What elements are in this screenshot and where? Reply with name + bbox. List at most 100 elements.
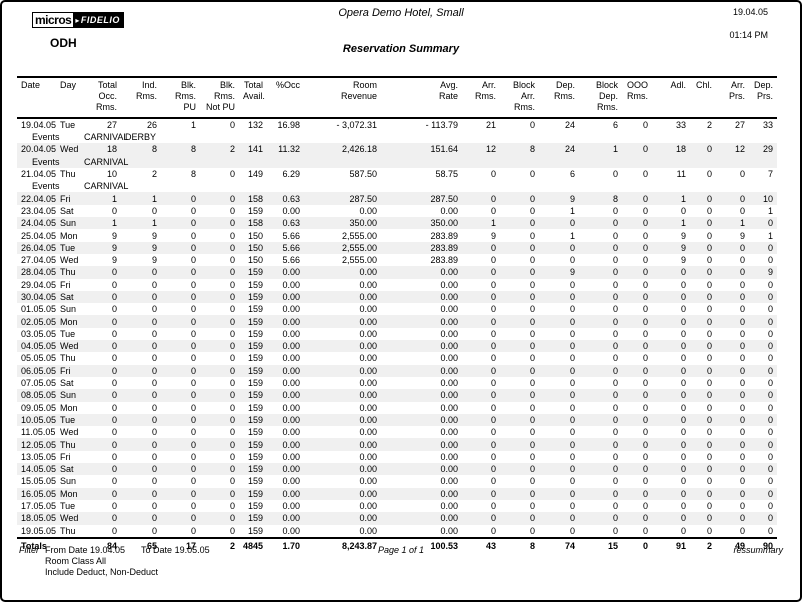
value-cell: 0 (680, 292, 686, 302)
value-cell: 0 (529, 525, 535, 536)
value-cell: 0 (229, 525, 235, 536)
value-cell: 0 (490, 390, 496, 401)
event-name: CARNIVAL (84, 181, 129, 192)
day-cell: Sun (60, 476, 77, 487)
value-cell: 0 (739, 439, 745, 450)
value-cell: 9 (151, 242, 157, 253)
value-cell: 0 (739, 525, 745, 536)
value-cell: 9 (680, 230, 686, 241)
column-header: Block Arr. Rms. (500, 76, 539, 119)
totals-value: 74 (539, 536, 579, 553)
value-cell: 0 (642, 525, 648, 536)
value-cell: 0.00 (440, 402, 458, 413)
value-cell: 0 (612, 501, 618, 512)
table-row: 19.04.05 Tue 27 26 1 0 132 16.98- 3,072.31- 113… (17, 118, 777, 131)
value-cell: 0 (529, 513, 535, 524)
value-cell: 0 (490, 316, 496, 327)
value-cell: 0 (767, 439, 773, 450)
value-cell: 0 (612, 316, 618, 327)
value-cell: 6.29 (282, 169, 300, 180)
value-cell: 0 (569, 402, 575, 413)
value-cell: 0 (151, 501, 157, 512)
value-cell: 0.00 (440, 279, 458, 290)
date-cell: 19.05.05 (21, 525, 57, 536)
value-cell: 0.00 (359, 402, 377, 413)
value-cell: 0 (229, 353, 235, 364)
value-cell: 0 (490, 205, 496, 216)
value-cell: 10 (762, 193, 773, 204)
value-cell: 0 (111, 451, 117, 462)
value-cell: 33 (762, 120, 773, 130)
table-row: 01.05.05 Sun 0 0 0 0 159 0.00 0.00 0.00 0 0 0 0 0 0 0 0 0 (17, 303, 777, 315)
value-cell: 0 (767, 427, 773, 438)
value-cell: 0.00 (282, 328, 300, 339)
table-row: 12.05.05 Thu 0 0 0 0 159 0.00 0.00 0.00 0 0 0 0 0 0 0 0 0 (17, 438, 777, 451)
date-cell: 04.05.05 (21, 341, 57, 352)
value-cell: 0 (612, 205, 618, 216)
value-cell: 0 (739, 488, 745, 499)
value-cell: 159 (247, 501, 263, 512)
value-cell: 2,426.18 (341, 144, 377, 155)
date-cell: 24.04.05 (21, 218, 57, 229)
value-cell: 10 (106, 169, 117, 180)
table-totals: Totals 84 65 17 2 4845 1.70 8,243.87 100.53 43 8 74… (17, 536, 777, 553)
value-cell: 0 (680, 427, 686, 438)
value-cell: 0 (229, 267, 235, 278)
day-cell: Sat (60, 464, 74, 475)
value-cell: 0 (229, 193, 235, 204)
value-cell: 0.00 (282, 513, 300, 524)
day-cell: Thu (60, 267, 76, 278)
value-cell: 0 (190, 279, 196, 290)
value-cell: 0 (642, 292, 648, 302)
column-header: Avg. Rate (381, 76, 462, 119)
value-cell: 0.00 (282, 501, 300, 512)
value-cell: 0.00 (359, 316, 377, 327)
value-cell: 0 (190, 341, 196, 352)
value-cell: 0 (706, 439, 712, 450)
value-cell: 0.00 (282, 439, 300, 450)
value-cell: 0.00 (359, 501, 377, 512)
totals-value: 17 (161, 536, 200, 553)
column-header: Dep. Rms. (539, 76, 579, 119)
day-cell: Mon (60, 488, 78, 499)
date-cell: 23.04.05 (21, 205, 57, 216)
value-cell: 0 (529, 365, 535, 376)
value-cell: 0.00 (440, 414, 458, 425)
value-cell: 0 (190, 304, 196, 315)
value-cell: 0 (190, 316, 196, 327)
value-cell: 0 (569, 488, 575, 499)
value-cell: 0 (190, 414, 196, 425)
value-cell: 0 (569, 476, 575, 487)
value-cell: 0.00 (440, 451, 458, 462)
value-cell: 9 (569, 193, 575, 204)
value-cell: 27 (734, 120, 745, 130)
value-cell: 0 (229, 242, 235, 253)
value-cell: 0 (529, 414, 535, 425)
value-cell: 0 (739, 464, 745, 475)
value-cell: 159 (247, 279, 263, 290)
value-cell: 0 (490, 267, 496, 278)
value-cell: 29 (762, 144, 773, 155)
day-cell: Tue (60, 242, 76, 253)
column-header: Date (17, 76, 56, 119)
value-cell: 0 (529, 476, 535, 487)
value-cell: 0 (680, 476, 686, 487)
value-cell: 18 (675, 144, 686, 155)
value-cell: 0 (706, 169, 712, 180)
value-cell: 1 (569, 205, 575, 216)
value-cell: 0 (229, 120, 235, 130)
value-cell: 11.32 (278, 144, 300, 155)
value-cell: 287.50 (349, 193, 377, 204)
value-cell: 0.00 (440, 439, 458, 450)
value-cell: 0 (680, 279, 686, 290)
value-cell: 8 (151, 144, 157, 155)
value-cell: 8 (190, 144, 196, 155)
value-cell: 0.00 (359, 353, 377, 364)
report-title: Reservation Summary (342, 43, 460, 55)
value-cell: 0.00 (359, 378, 377, 389)
table-row: 29.04.05 Fri 0 0 0 0 159 0.00 0.00 0.00 0 0 0 0 0 0 0 0 0 (17, 279, 777, 291)
value-cell: 159 (247, 353, 263, 364)
value-cell: 0.00 (359, 464, 377, 475)
totals-value: 65 (121, 536, 161, 553)
table-row: 09.05.05 Mon 0 0 0 0 159 0.00 0.00 0.00 0 0 0 0 0 0 0 0 0 (17, 402, 777, 414)
